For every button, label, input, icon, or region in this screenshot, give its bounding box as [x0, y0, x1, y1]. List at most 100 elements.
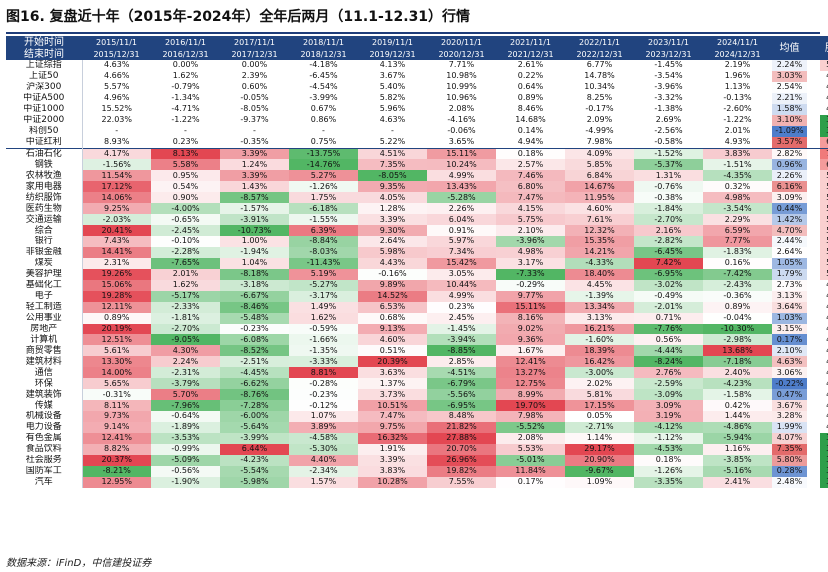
return-cell: 14.21% — [565, 246, 634, 258]
return-cell: 5.57% — [104, 82, 130, 92]
return-cell: 4.98% — [496, 246, 565, 258]
return-cell: 0.42% — [703, 400, 772, 411]
index-name: 沪深300 — [6, 81, 83, 93]
index-name: 中证红利 — [6, 136, 83, 148]
column-gap — [807, 104, 820, 115]
figure-title: 图16. 复盘近十年（2015年-2024年）全年后两月（11.1-12.31）… — [6, 9, 471, 25]
industry-name: 基础化工 — [6, 279, 83, 291]
column-gap — [807, 378, 820, 389]
header-row-label: 开始时间 — [6, 36, 82, 48]
return-cell: -2.28% — [151, 246, 220, 258]
return-cell: 14.06% — [82, 192, 151, 204]
return-cell: 4.30% — [151, 345, 220, 357]
average-cell: 2.64% — [772, 246, 807, 258]
return-cell: 3.63% — [358, 367, 427, 379]
return-cell: 5.19% — [289, 268, 358, 280]
return-cell: -0.31% — [82, 389, 151, 401]
index-row: 中证2000 22.03% -1.22% -9.37% 0.86% 4.63% -4.16%… — [6, 114, 828, 126]
average-cell: 2.26% — [772, 170, 807, 182]
return-cell: -0.29% — [496, 279, 565, 291]
header-date: 2020/11/1 — [427, 36, 496, 48]
industry-row: 轻工制造 12.11% -2.33% -8.46% 1.49% 6.53% 0.23% 15.… — [6, 301, 828, 313]
column-gap — [807, 71, 820, 82]
return-cell: -0.05% — [240, 93, 269, 103]
return-cell: -2.01% — [634, 301, 703, 313]
return-cell: 4.66% — [104, 71, 130, 81]
return-cell: -5.17% — [151, 290, 220, 302]
industry-row: 电子 19.28% -5.17% -6.67% -3.17% 14.52% 4.99% 9.7… — [6, 290, 828, 302]
return-cell: 1.67% — [496, 345, 565, 357]
win-rate-cell: 70% — [820, 147, 828, 160]
column-gap — [807, 192, 820, 203]
industry-row: 家用电器 17.12% 0.54% 1.43% -1.26% 9.35% 13.43% 6.8… — [6, 181, 828, 193]
win-rate-cell: 50% — [820, 236, 828, 247]
return-cell: -2.56% — [654, 126, 683, 136]
return-cell: 0.95% — [151, 170, 220, 182]
return-cell: 13.68% — [703, 345, 772, 357]
average-cell: -0.22% — [772, 378, 807, 390]
return-cell: 5.81% — [565, 389, 634, 401]
return-cell: -0.06% — [447, 126, 476, 136]
industry-name: 社会服务 — [6, 454, 83, 466]
return-cell: 12.75% — [496, 378, 565, 390]
average-cell: 2.21% — [772, 92, 807, 104]
average-cell: 3.09% — [772, 192, 807, 204]
return-cell: 3.17% — [496, 257, 565, 269]
column-gap — [807, 258, 820, 269]
return-cell: 1.49% — [289, 301, 358, 313]
industry-name: 非银金融 — [6, 246, 83, 258]
industry-name: 商贸零售 — [6, 345, 83, 357]
return-cell: 11.95% — [565, 192, 634, 204]
column-gap — [807, 225, 820, 236]
return-cell: -1.81% — [151, 312, 220, 324]
return-cell: 4.63% — [379, 115, 406, 125]
return-cell: -4.51% — [427, 367, 496, 379]
return-cell: -6.79% — [427, 378, 496, 390]
return-cell: 9.73% — [82, 411, 151, 422]
industry-row: 银行 7.43% -0.10% 1.00% -8.84% 2.64% 5.97% -3.96%… — [6, 236, 828, 247]
column-gap — [807, 466, 820, 477]
return-cell: -0.38% — [634, 192, 703, 204]
return-cell: -10.30% — [703, 323, 772, 335]
header-row: 结束时间 2015/12/31 2016/12/31 2017/12/31 2018/1… — [6, 48, 828, 60]
industry-name: 国防军工 — [6, 465, 83, 477]
index-name: 中证1000 — [6, 103, 83, 115]
return-cell: 9.35% — [358, 181, 427, 193]
column-gap — [807, 334, 820, 345]
return-cell: 0.00% — [241, 60, 268, 70]
return-cell: 26.96% — [427, 454, 496, 466]
return-cell: -4.23% — [703, 378, 772, 390]
average-cell: 2.10% — [772, 345, 807, 357]
return-cell: 1.24% — [220, 159, 289, 171]
return-cell: -1.12% — [634, 432, 703, 444]
title-rule — [6, 32, 820, 34]
return-cell: 20.70% — [427, 443, 496, 455]
return-cell: -8.76% — [220, 389, 289, 401]
win-rate-cell: 40% — [820, 279, 828, 291]
win-rate-cell: 40% — [820, 312, 828, 324]
return-cell: 13.27% — [496, 367, 565, 379]
column-gap — [807, 356, 820, 367]
return-cell: 1.57% — [289, 476, 358, 488]
win-rate-cell: 40% — [820, 411, 828, 422]
column-gap — [807, 203, 820, 214]
return-cell: 14.52% — [358, 290, 427, 302]
return-cell: -14.76% — [289, 159, 358, 171]
return-cell: 12.51% — [82, 334, 151, 346]
index-name: 中证A500 — [6, 92, 83, 104]
return-cell: -8.24% — [634, 356, 703, 368]
return-cell: -5.64% — [220, 421, 289, 433]
return-cell: -1.26% — [289, 181, 358, 193]
return-cell: 1.44% — [703, 411, 772, 422]
industry-name: 有色金属 — [6, 432, 83, 444]
win-rate-cell: 40% — [820, 378, 828, 390]
header-row: 开始时间 2015/11/1 2016/11/1 2017/11/1 2018/11/1… — [6, 36, 828, 60]
column-gap — [807, 313, 820, 324]
return-cell: 1.31% — [634, 170, 703, 182]
average-cell: 0.28% — [772, 465, 807, 477]
return-cell: 6.59% — [703, 225, 772, 236]
return-cell: -1.35% — [289, 345, 358, 357]
return-cell: 5.97% — [427, 236, 496, 247]
return-cell: -6.67% — [220, 290, 289, 302]
return-cell: 4.99% — [427, 290, 496, 302]
